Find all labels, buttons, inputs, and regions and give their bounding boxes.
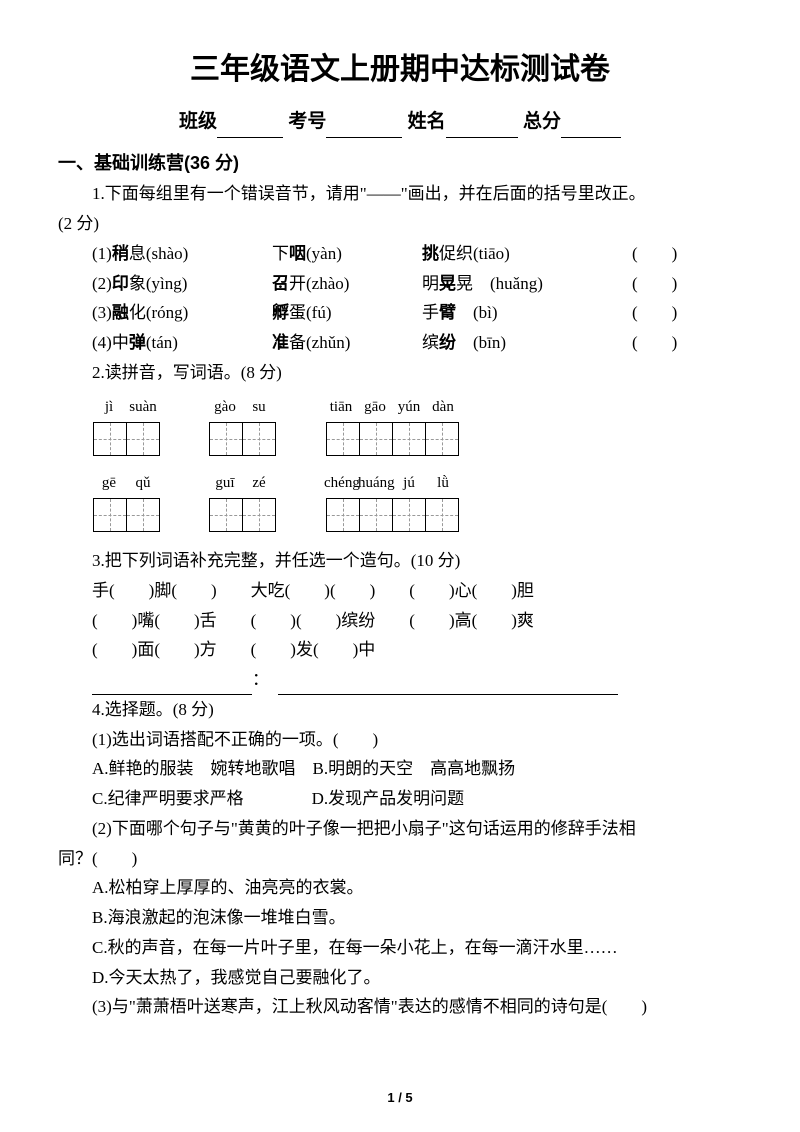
blank-examno[interactable] xyxy=(326,118,402,138)
q4-1-cd: C.纪律严明要求严格 D.发现产品发明问题 xyxy=(58,784,742,814)
q2-row-1: jìsuàn gàosu tiāngāoyúndàn xyxy=(92,394,742,456)
q4-2-D: D.今天太热了，我感觉自己要融化了。 xyxy=(58,963,742,993)
q4-2a: (2)下面哪个句子与"黄黄的叶子像一把把小扇子"这句话运用的修辞手法相 xyxy=(58,814,742,844)
label-class: 班级 xyxy=(179,111,217,132)
q4-3[interactable]: (3)与"萧萧梧叶送寒声，江上秋风动客情"表达的感情不相同的诗句是( ) xyxy=(58,992,742,1022)
answer-paren[interactable]: ( ) xyxy=(632,328,692,358)
q2-row-2: gēqǔ guīzé chénghuángjúlǜ xyxy=(92,470,742,532)
page-current: 1 xyxy=(387,1090,394,1105)
q4-1-ab: A.鲜艳的服装 婉转地歌唱 B.明朗的天空 高高地飘扬 xyxy=(58,754,742,784)
q1-row-1: (1)稍息(shào) 下咽(yàn) 挑促织(tiāo) ( ) xyxy=(58,239,742,269)
q4-2b[interactable]: 同？( ) xyxy=(58,844,742,874)
q3-sentence-blank[interactable]: ： xyxy=(58,665,742,695)
answer-paren[interactable]: ( ) xyxy=(632,298,692,328)
q2-prompt: 2.读拼音，写词语。(8 分) xyxy=(58,358,742,388)
box-group[interactable]: gàosu xyxy=(208,394,276,456)
box-group[interactable]: gēqǔ xyxy=(92,470,160,532)
blank-total[interactable] xyxy=(561,118,621,138)
q4-1[interactable]: (1)选出词语搭配不正确的一项。( ) xyxy=(58,725,742,755)
answer-paren[interactable]: ( ) xyxy=(632,239,692,269)
box-group[interactable]: chénghuángjúlǜ xyxy=(324,470,460,532)
blank-name[interactable] xyxy=(446,118,518,138)
q1-row-4: (4)中弹(tán) 准备(zhǔn) 缤纷 (bīn) ( ) xyxy=(58,328,742,358)
label-name: 姓名 xyxy=(408,111,446,132)
label-examno: 考号 xyxy=(288,111,326,132)
box-group[interactable]: tiāngāoyúndàn xyxy=(324,394,460,456)
q4-2-B: B.海浪激起的泡沫像一堆堆白雪。 xyxy=(58,903,742,933)
q1-row-3: (3)融化(róng) 孵蛋(fú) 手臂 (bì) ( ) xyxy=(58,298,742,328)
section-1-heading: 一、基础训练营(36 分) xyxy=(58,148,742,180)
q4-prompt: 4.选择题。(8 分) xyxy=(58,695,742,725)
exam-title: 三年级语文上册期中达标测试卷 xyxy=(58,44,742,97)
q4-2-A: A.松柏穿上厚厚的、油亮亮的衣裳。 xyxy=(58,873,742,903)
q3-line-2[interactable]: ( )嘴( )舌 ( )( )缤纷 ( )高( )爽 xyxy=(58,606,742,636)
page-footer: 1 / 5 xyxy=(0,1087,800,1110)
box-group[interactable]: jìsuàn xyxy=(92,394,160,456)
answer-paren[interactable]: ( ) xyxy=(632,269,692,299)
q3-prompt: 3.把下列词语补充完整，并任选一个造句。(10 分) xyxy=(58,546,742,576)
q1-row-2: (2)印象(yìng) 召开(zhào) 明晃晃 (huǎng) ( ) xyxy=(58,269,742,299)
q1-prompt-points: (2 分) xyxy=(58,209,742,239)
page-total: 5 xyxy=(405,1090,412,1105)
q2-boxes: jìsuàn gàosu tiāngāoyúndàn gēqǔ guīzé ch… xyxy=(58,394,742,533)
q4-2-C: C.秋的声音，在每一片叶子里，在每一朵小花上，在每一滴汗水里…… xyxy=(58,933,742,963)
student-info-line: 班级 考号 姓名 总分 xyxy=(58,105,742,138)
box-group[interactable]: guīzé xyxy=(208,470,276,532)
q3-line-1[interactable]: 手( )脚( ) 大吃( )( ) ( )心( )胆 xyxy=(58,576,742,606)
q3-line-3[interactable]: ( )面( )方 ( )发( )中 xyxy=(58,635,742,665)
blank-class[interactable] xyxy=(217,118,283,138)
q1-prompt: 1.下面每组里有一个错误音节，请用"——"画出，并在后面的括号里改正。 xyxy=(58,179,742,209)
label-total: 总分 xyxy=(523,111,561,132)
